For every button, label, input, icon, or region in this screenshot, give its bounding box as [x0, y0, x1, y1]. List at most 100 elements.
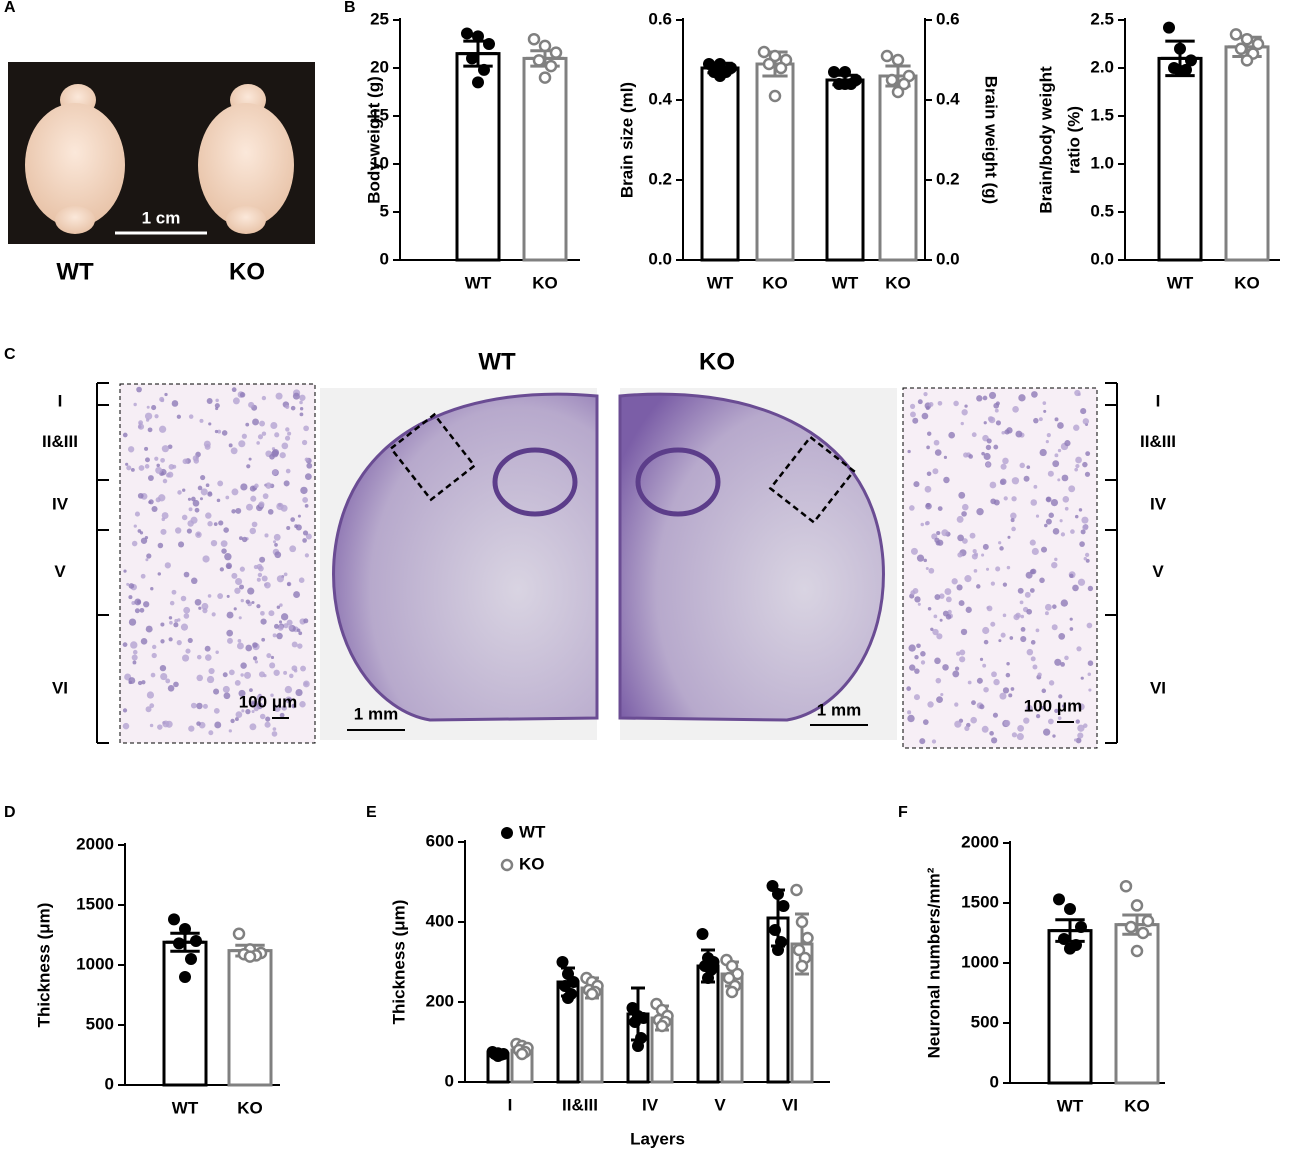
data-point — [792, 943, 806, 957]
scale-label: 1 cm — [142, 208, 181, 227]
data-point — [880, 49, 894, 63]
data-point — [472, 76, 484, 89]
cell — [266, 653, 272, 659]
cell — [164, 562, 171, 569]
cell — [246, 464, 251, 469]
hippocampus — [635, 447, 721, 517]
bar — [227, 949, 273, 1087]
cell — [237, 639, 242, 643]
cell — [976, 677, 983, 684]
data-point — [1124, 920, 1138, 934]
cell — [1054, 658, 1062, 666]
cell — [223, 527, 229, 533]
cell — [1077, 724, 1085, 732]
cell — [927, 607, 932, 611]
cell — [292, 392, 300, 400]
cell — [985, 462, 991, 467]
cells — [122, 386, 1094, 745]
cell — [1084, 471, 1091, 477]
cell — [923, 392, 928, 397]
data-point — [544, 59, 558, 73]
cell — [270, 422, 278, 430]
cell — [261, 575, 268, 582]
cell — [134, 608, 140, 614]
x-tick-label: VI — [782, 1095, 798, 1114]
cell — [155, 497, 161, 503]
data-point — [891, 53, 905, 67]
data-point — [885, 73, 899, 87]
cell — [1045, 440, 1049, 444]
cell — [1080, 529, 1086, 535]
cell — [159, 664, 167, 672]
cell — [225, 495, 230, 500]
cell — [235, 711, 243, 718]
cell — [939, 593, 945, 599]
tick-label: 1000 — [961, 952, 999, 971]
cell — [284, 435, 291, 441]
cell — [234, 679, 241, 686]
x-axis-label: Layers — [630, 1129, 685, 1148]
cell — [128, 595, 133, 600]
cell — [205, 512, 212, 519]
cell — [272, 469, 278, 476]
tick-label: 1500 — [76, 894, 114, 913]
tick-label: 0 — [445, 1071, 454, 1090]
cell — [244, 671, 252, 679]
section-wt — [332, 392, 599, 722]
cell — [272, 633, 277, 638]
cell — [999, 692, 1007, 700]
cell — [993, 678, 1000, 686]
cell — [1048, 680, 1055, 686]
cell — [154, 414, 159, 419]
data-point — [1119, 879, 1133, 893]
cell — [275, 392, 283, 400]
cell — [199, 418, 204, 423]
cell — [217, 480, 224, 487]
cell — [161, 512, 169, 519]
scale-label: 1 mm — [817, 700, 861, 719]
cell — [295, 688, 303, 697]
cell — [167, 684, 175, 692]
data-point — [538, 71, 552, 84]
cell — [1054, 557, 1058, 562]
cell — [982, 663, 987, 668]
cell — [249, 527, 257, 535]
cell — [226, 594, 230, 598]
cell — [1035, 714, 1041, 719]
data-point — [538, 39, 552, 53]
cell — [983, 421, 987, 425]
cell — [976, 395, 983, 402]
cell — [1029, 588, 1035, 593]
data-point — [757, 45, 771, 59]
cell — [1045, 518, 1052, 525]
data-point — [478, 63, 490, 76]
cell — [301, 439, 308, 446]
cell — [231, 572, 238, 579]
cell — [1057, 716, 1062, 721]
cell — [125, 462, 129, 466]
cell — [1017, 724, 1025, 732]
cell — [934, 594, 941, 600]
cell — [248, 457, 252, 461]
cell — [173, 622, 179, 628]
cell — [991, 671, 997, 678]
data-point — [702, 972, 714, 984]
cell — [1040, 546, 1048, 553]
cell — [994, 408, 999, 413]
cell — [300, 665, 307, 672]
cell — [230, 447, 238, 455]
cell — [176, 640, 182, 646]
cell — [943, 455, 948, 459]
tick-label: 20 — [370, 57, 389, 76]
cell — [235, 577, 243, 586]
cell — [151, 505, 158, 513]
cell — [183, 571, 190, 578]
cell — [957, 552, 963, 558]
cell — [998, 541, 1002, 545]
cell — [131, 540, 138, 547]
cell — [157, 572, 162, 576]
scale-label: 1 mm — [354, 704, 398, 723]
cell — [138, 465, 145, 471]
tick-label: 0 — [380, 249, 389, 268]
data-point — [1240, 32, 1254, 46]
